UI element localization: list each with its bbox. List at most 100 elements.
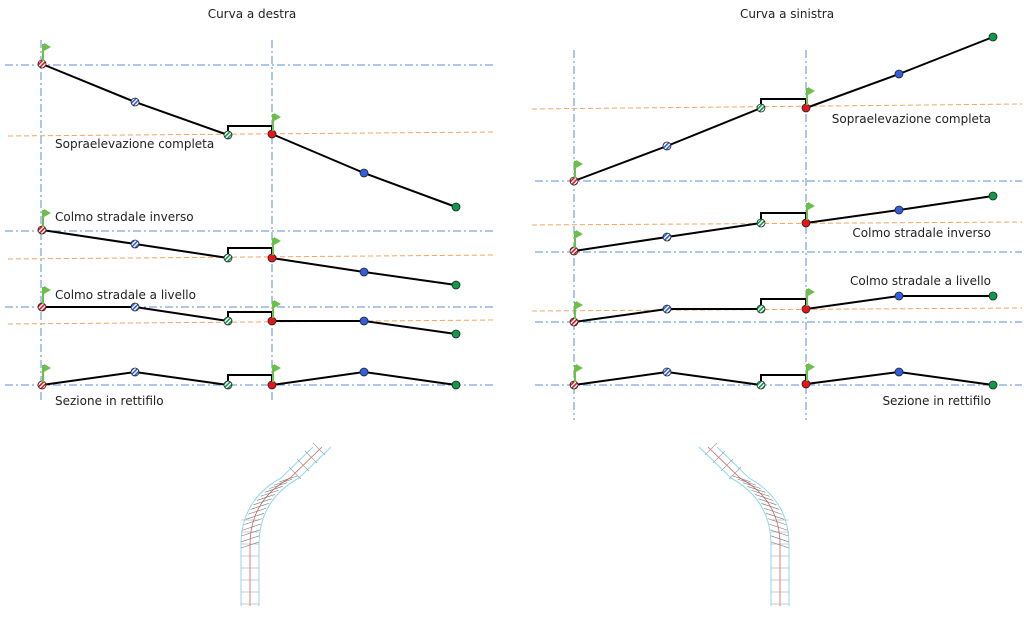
road-plan-view [240, 442, 332, 606]
cross-section-profile [37, 286, 461, 339]
station-tick [241, 529, 260, 537]
solid-point-marker [267, 129, 277, 139]
flag-icon [274, 364, 281, 372]
station-tick [720, 458, 734, 472]
station-tick [288, 466, 302, 480]
flag-icon [274, 300, 281, 308]
cross-section-profile [37, 364, 461, 390]
superelevation-line [531, 103, 1023, 110]
station-tick [728, 466, 742, 480]
hatched-point-marker [223, 380, 233, 390]
station-tick [256, 494, 275, 501]
solid-point-marker [894, 291, 904, 301]
station-tick [769, 523, 788, 531]
flag-icon [44, 43, 51, 51]
station-tick [244, 518, 263, 525]
cross-section-profile [37, 209, 461, 290]
hatched-point-marker [37, 302, 47, 312]
cross-section-profile [569, 363, 998, 390]
flag-icon [576, 364, 583, 372]
left-label-superelevation: Sopraelevazione completa [55, 137, 214, 151]
station-tick [755, 494, 774, 501]
hatched-point-marker [756, 380, 766, 390]
median-step [760, 374, 807, 385]
road-centerline [707, 446, 781, 606]
solid-point-marker [801, 304, 811, 314]
road-centerline [249, 446, 323, 606]
station-tick [250, 503, 269, 510]
hatched-point-marker [223, 316, 233, 326]
hatched-point-marker [569, 317, 579, 327]
station-tick [260, 489, 279, 497]
flag-icon [576, 230, 583, 238]
solid-point-marker [359, 267, 369, 277]
hatched-point-marker [569, 246, 579, 256]
hatched-point-marker [569, 380, 579, 390]
station-tick [770, 535, 789, 543]
solid-point-marker [451, 202, 461, 212]
road-edge [716, 446, 790, 606]
right-label-superelevation: Sopraelevazione completa [832, 112, 991, 126]
hatched-point-marker [130, 239, 140, 249]
solid-point-marker [359, 316, 369, 326]
superelevation-line [531, 221, 1023, 226]
hatched-point-marker [756, 103, 766, 113]
flag-icon [274, 237, 281, 245]
solid-point-marker [359, 168, 369, 178]
median-step [227, 311, 273, 321]
station-tick [747, 486, 766, 493]
station-tick [770, 541, 790, 549]
left-title: Curva a destra [208, 7, 297, 21]
solid-point-marker [451, 380, 461, 390]
solid-point-marker [801, 379, 811, 389]
right-label-level-crown: Colmo stradale a livello [850, 274, 991, 288]
road-plan-view [698, 442, 790, 606]
flag-icon [808, 202, 815, 210]
hatched-point-marker [130, 367, 140, 377]
hatched-point-marker [662, 141, 672, 151]
flag-icon [576, 301, 583, 309]
station-tick [742, 482, 761, 489]
station-tick [245, 513, 264, 520]
flag-icon [44, 209, 51, 217]
superelevation-line [531, 307, 1023, 312]
hatched-point-marker [662, 304, 672, 314]
cross-section-profile [569, 191, 998, 256]
hatched-point-marker [756, 218, 766, 228]
station-tick [247, 507, 267, 515]
road-edge [258, 446, 332, 606]
station-tick [763, 507, 783, 515]
right-title: Curva a sinistra [740, 7, 834, 21]
hatched-point-marker [37, 225, 47, 235]
station-tick [279, 475, 298, 483]
station-tick [761, 503, 780, 510]
hatched-point-marker [662, 367, 672, 377]
solid-point-marker [894, 367, 904, 377]
solid-point-marker [451, 280, 461, 290]
solid-point-marker [267, 380, 277, 390]
flag-icon [576, 160, 583, 168]
solid-point-marker [988, 291, 998, 301]
solid-point-marker [988, 380, 998, 390]
left-label-level-crown: Colmo stradale a livello [55, 288, 196, 302]
station-tick [767, 518, 786, 525]
left-label-tangent: Sezione in rettifilo [55, 394, 164, 408]
median-step [227, 374, 273, 385]
hatched-point-marker [569, 176, 579, 186]
flag-icon [808, 363, 815, 371]
median-step [760, 212, 807, 223]
flag-icon [274, 113, 281, 121]
station-tick [296, 458, 310, 472]
solid-point-marker [267, 253, 277, 263]
solid-point-marker [359, 367, 369, 377]
station-tick [269, 482, 288, 489]
superelevation-line [7, 254, 496, 260]
hatched-point-marker [223, 253, 233, 263]
superelevation-line [7, 131, 496, 137]
station-tick [304, 450, 318, 464]
station-tick [751, 489, 770, 497]
station-tick [758, 498, 777, 506]
solid-point-marker [988, 32, 998, 42]
station-tick [712, 450, 726, 464]
